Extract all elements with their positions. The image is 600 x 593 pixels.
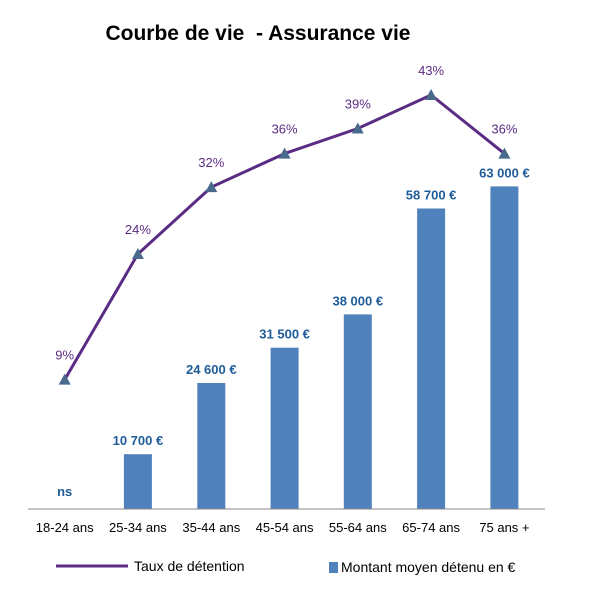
line-point-label-1: 24% [125,222,151,237]
x-axis-ticks: 18-24 ans 25-34 ans 35-44 ans 45-54 ans 55-6… [36,520,530,535]
x-tick-label-3: 45-54 ans [256,520,314,535]
bar-5 [417,208,446,509]
line-marker-1 [131,248,144,259]
line-point-label-2: 32% [198,155,224,170]
chart-title: Courbe de vie - Assurance vie [105,22,410,45]
bar-label-0: ns [57,484,72,499]
line-marker-4 [351,122,364,134]
bar-label-5: 58 700 € [406,188,457,203]
bar-label-3: 31 500 € [259,327,310,342]
bar-1 [123,454,152,509]
line-marker-6 [498,147,511,159]
bar-3 [270,347,299,509]
x-tick-label-1: 25-34 ans [109,520,167,535]
bar-label-2: 24 600 € [186,362,237,377]
x-tick-label-2: 35-44 ans [182,520,240,535]
bar-4 [343,314,372,509]
line-point-label-6: 36% [491,122,517,137]
legend-line-label: Taux de détention [134,558,245,574]
bar-2 [197,383,226,509]
line-marker-0 [58,373,71,385]
line-marker-3 [278,147,291,159]
line-point-label-5: 43% [418,63,444,78]
legend-bar-label: Montant moyen détenu en € [341,559,516,575]
x-tick-label-0: 18-24 ans [36,520,94,535]
bar-label-4: 38 000 € [332,293,383,308]
x-tick-label-4: 55-64 ans [329,520,387,535]
line-point-label-0: 9% [55,348,74,363]
line-point-label-4: 39% [345,97,371,112]
x-tick-label-6: 75 ans + [479,520,529,535]
bar-series: ns 10 700 € 24 600 € 31 500 € 38 000 € 58 700… [57,165,530,509]
legend: Taux de détention Montant moyen détenu e… [56,558,516,575]
legend-bar-swatch [329,562,338,573]
bar-label-1: 10 700 € [113,433,164,448]
line-marker-5 [425,89,438,100]
bar-6 [490,186,519,509]
line-marker-2 [205,181,218,193]
bar-label-6: 63 000 € [479,165,530,180]
line-series: 9% 24% 32% 36% 39% 43% 36% [55,63,518,385]
line-point-label-3: 36% [272,122,298,137]
x-tick-label-5: 65-74 ans [402,520,460,535]
